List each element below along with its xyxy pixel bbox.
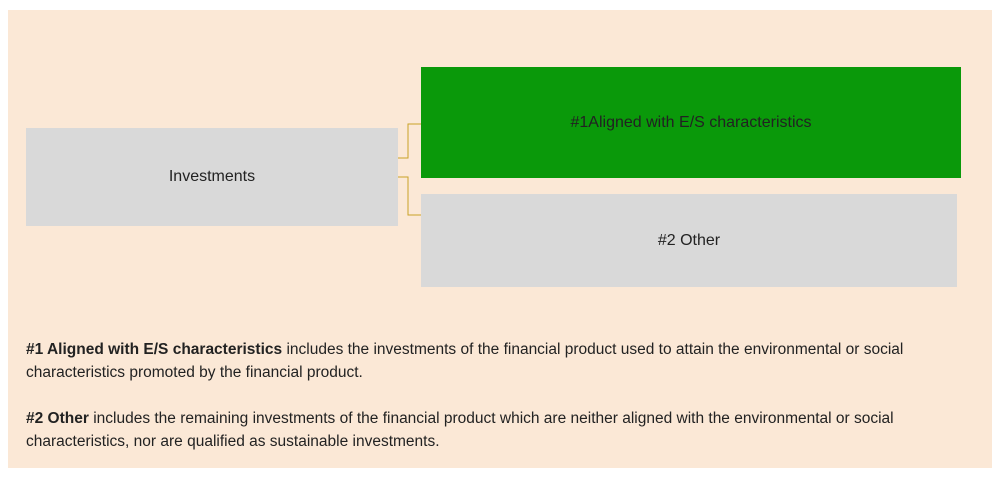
note-term: #1 Aligned with E/S characteristics (26, 341, 283, 358)
node-label: #1Aligned with E/S characteristics (570, 113, 812, 131)
node-investments: Investments (26, 128, 398, 226)
connector (398, 176, 421, 216)
panel: Investments #1Aligned with E/S character… (8, 10, 992, 468)
connectors (398, 123, 421, 216)
node-other: #2 Other (421, 194, 957, 287)
node-label: #2 Other (657, 231, 721, 249)
note-text: includes the remaining investments of th… (26, 410, 894, 450)
note-text: includes the investments of the financia… (26, 341, 904, 381)
node-label: Investments (168, 168, 256, 185)
note-term: #2 Other (26, 410, 89, 427)
note: #1 Aligned with E/S characteristics incl… (26, 338, 981, 384)
node-aligned: #1Aligned with E/S characteristics (421, 67, 961, 178)
note: #2 Other includes the remaining investme… (26, 407, 981, 453)
connector (398, 123, 421, 159)
